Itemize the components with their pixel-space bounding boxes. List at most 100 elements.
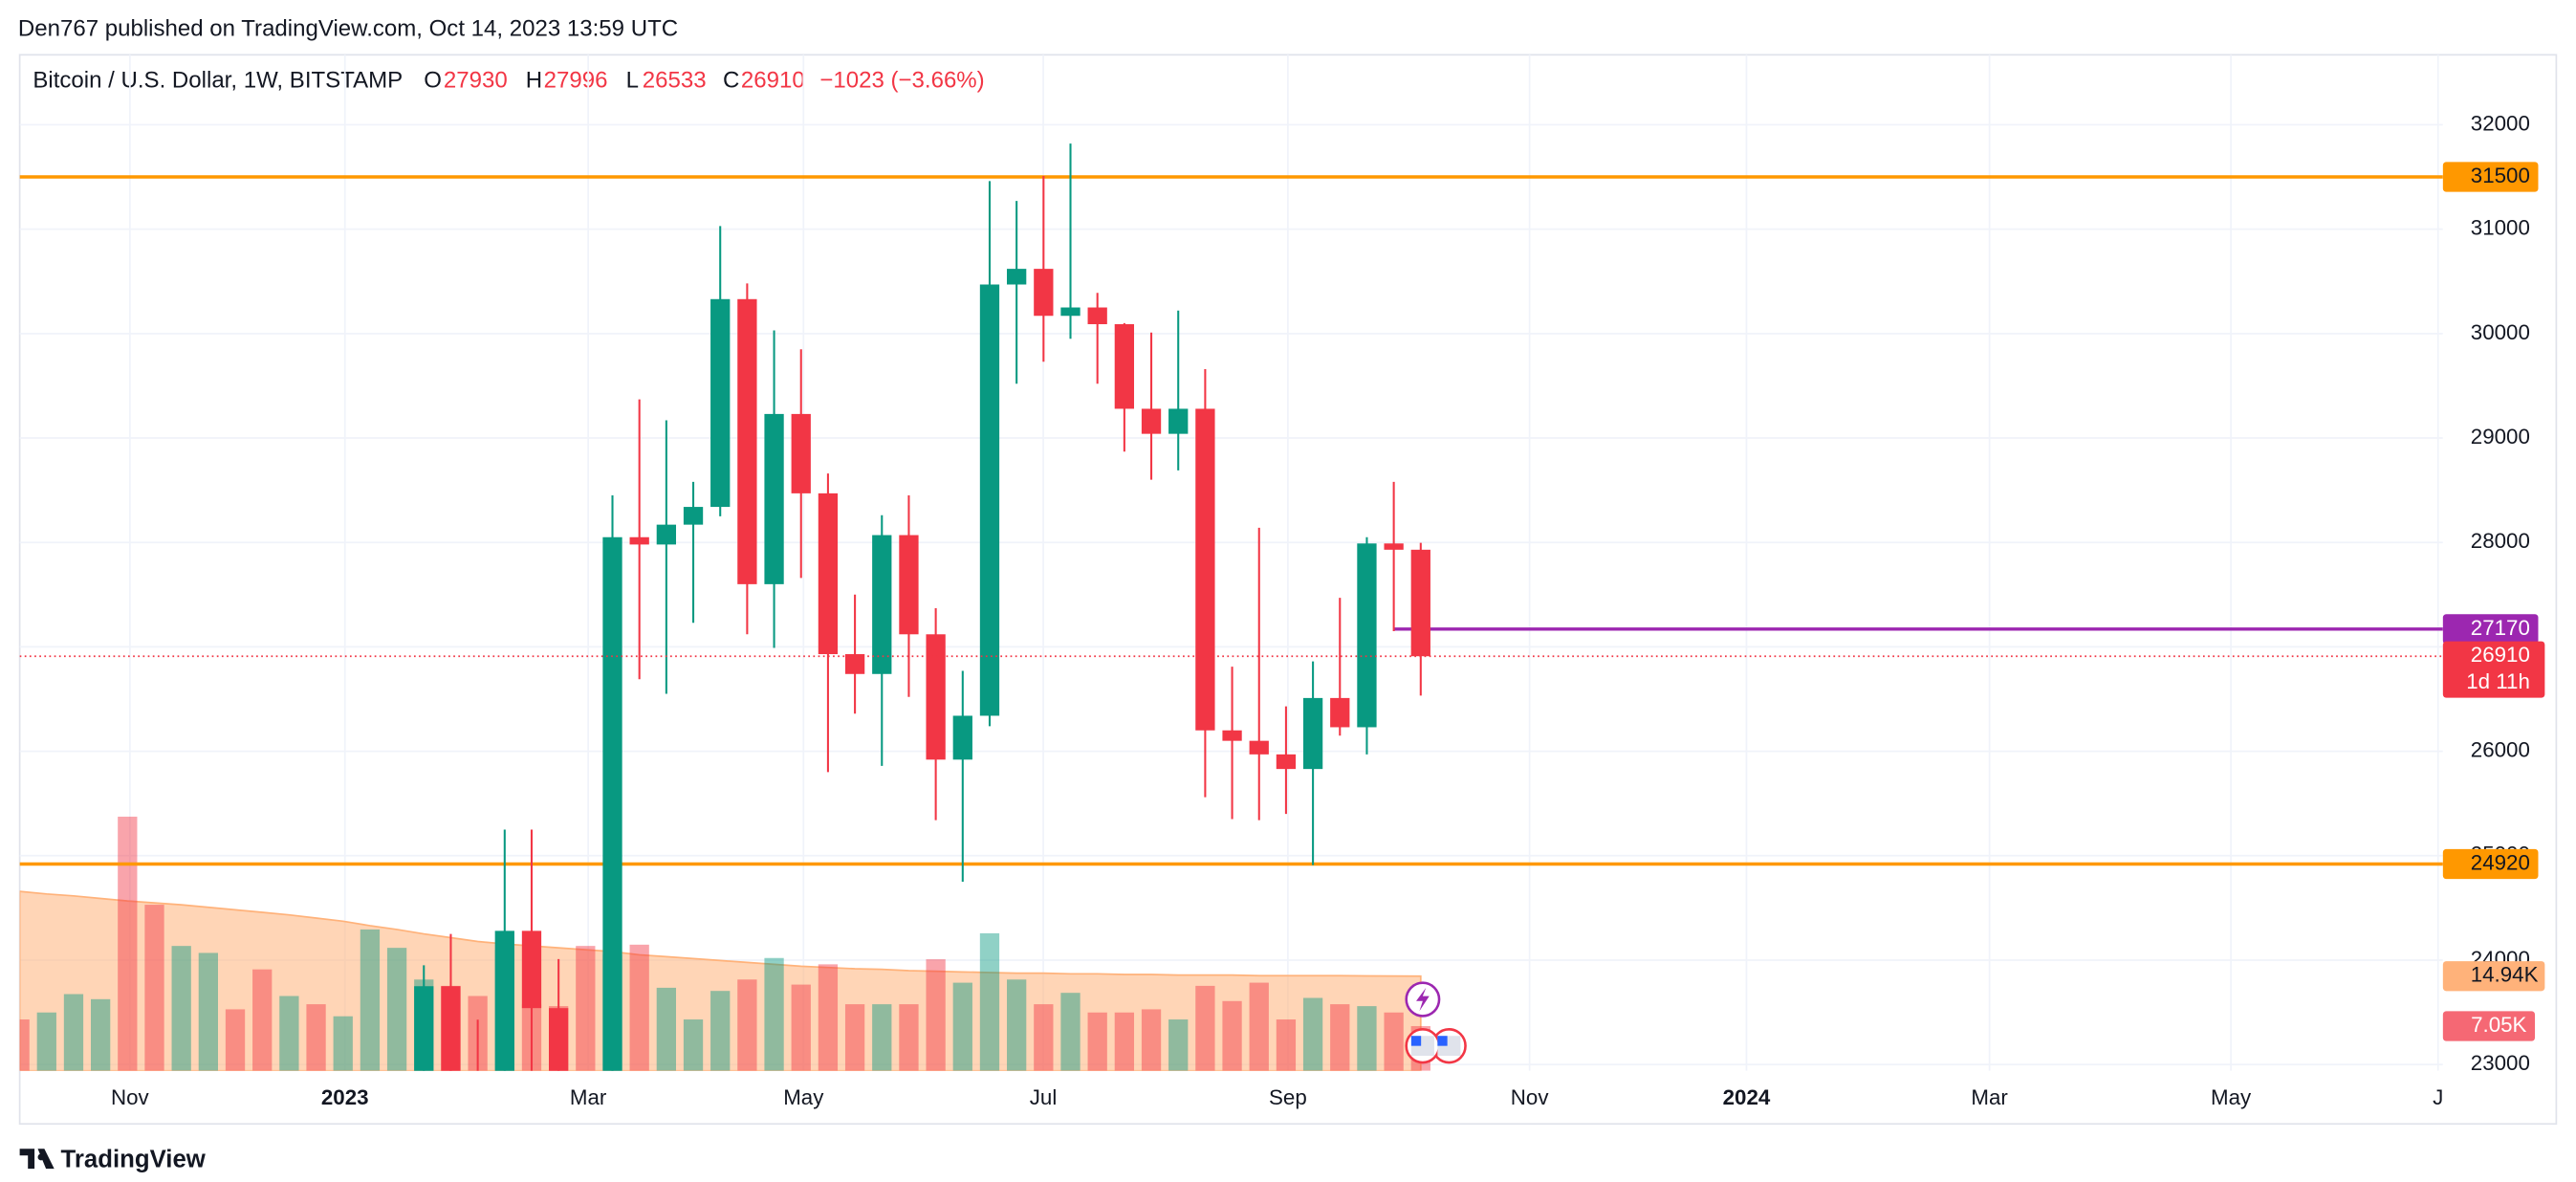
volume-bar <box>333 1016 353 1071</box>
candle-body <box>1007 269 1027 285</box>
candle-body <box>629 536 649 545</box>
volume-bar <box>1276 1019 1297 1071</box>
candle-body <box>1114 323 1135 409</box>
volume-bar <box>1249 982 1269 1071</box>
volume-bar <box>576 946 596 1071</box>
volume-bar <box>1141 1009 1162 1071</box>
x-tick-label: Nov <box>1511 1085 1549 1109</box>
volume-ma-area <box>19 890 1422 1071</box>
level-label-box <box>2442 162 2539 192</box>
volume-bar <box>63 994 84 1071</box>
candle-body <box>494 930 514 1071</box>
volume-bar <box>1007 979 1027 1071</box>
plot-area <box>19 55 2443 1071</box>
flag-canton <box>1437 1036 1448 1046</box>
volume-bar <box>198 952 218 1071</box>
volume-bar <box>1357 1006 1377 1071</box>
level-label: 27170 <box>2471 616 2530 640</box>
level-label: 31500 <box>2471 164 2530 187</box>
ohlc-key: C <box>723 67 739 93</box>
volume-bar <box>629 944 649 1071</box>
lightning-icon <box>1416 987 1430 1012</box>
candle-body <box>414 986 434 1071</box>
level-label: 24920 <box>2471 850 2530 874</box>
volume-bar <box>118 816 138 1071</box>
price-label-box <box>2442 641 2545 698</box>
volume-bar <box>1087 1012 1107 1071</box>
candle-body <box>602 536 622 1071</box>
volume-bar <box>952 982 972 1071</box>
volume-bar <box>683 1019 704 1071</box>
volume-bar <box>656 987 677 1071</box>
ohlc-key: L <box>626 67 639 93</box>
candle-body <box>441 986 461 1071</box>
candle-body <box>1034 269 1054 317</box>
volume-bar <box>1302 997 1323 1071</box>
change-value: −1023 (−3.66%) <box>819 67 984 93</box>
ohlc-key: O <box>424 67 442 93</box>
x-tick-label: Mar <box>570 1085 607 1109</box>
candle-body <box>1276 754 1297 770</box>
candle-body <box>1410 549 1430 657</box>
volume-bar <box>979 932 1000 1071</box>
candle-body <box>1087 307 1107 324</box>
volume-bar <box>737 979 757 1071</box>
candle-body <box>710 298 731 508</box>
volume-label-box <box>2442 1011 2536 1041</box>
volume-bar <box>1384 1012 1404 1071</box>
volume-bar <box>710 991 731 1071</box>
volume-bar <box>844 1004 865 1071</box>
candle-body <box>926 634 946 760</box>
countdown-label: 1d 11h <box>2466 669 2530 693</box>
x-tick-label: Mar <box>1971 1085 2008 1109</box>
candle-body <box>818 492 839 655</box>
x-tick-label: 2024 <box>1723 1085 1771 1109</box>
volume-bar <box>360 929 381 1071</box>
ohlc-key: H <box>526 67 542 93</box>
brand-name: TradingView <box>61 1146 207 1172</box>
candle-body <box>1141 408 1162 434</box>
volume-bar <box>1330 1004 1350 1071</box>
volume-bar <box>899 1004 919 1071</box>
flag-canton <box>1410 1036 1422 1046</box>
candle-body <box>764 413 784 584</box>
candle-body <box>872 535 892 674</box>
logo-dot <box>37 1153 45 1161</box>
logo: TradingView <box>19 1146 207 1172</box>
x-tick-label: May <box>2211 1085 2252 1109</box>
volume-bar <box>171 946 191 1071</box>
candle-body <box>1222 730 1242 741</box>
volume-bar <box>1114 1012 1135 1071</box>
ohlc-value: 26910 <box>741 67 805 93</box>
volume-bar <box>872 1004 892 1071</box>
volume-bar <box>306 1004 326 1071</box>
y-tick-label: 30000 <box>2471 320 2530 344</box>
y-tick-label: 26000 <box>2471 737 2530 761</box>
volume-bar <box>225 1009 246 1071</box>
x-tick-label: 2023 <box>321 1085 369 1109</box>
x-tick-label: Jul <box>1030 1085 1058 1109</box>
x-tick-label: Sep <box>1269 1085 1307 1109</box>
level-label-box <box>2442 614 2539 645</box>
volume-bar <box>386 948 407 1071</box>
y-tick-label: 29000 <box>2471 425 2530 449</box>
volume-bar <box>926 959 946 1071</box>
candle-body <box>899 535 919 635</box>
price-label: 26910 <box>2471 643 2530 667</box>
volume-ma-label-box <box>2442 961 2545 992</box>
axes: Nov 2023 Mar May Jul Sep Nov 2024 Mar May J 23000 24… <box>111 111 2545 1109</box>
candle-body <box>1357 543 1377 728</box>
event-icons <box>1405 981 1467 1064</box>
ohlc-value: 26533 <box>643 67 707 93</box>
volume-label: 7.05K <box>2471 1013 2526 1037</box>
volume-bar <box>791 984 811 1071</box>
publish-info: Den767 published on TradingView.com, Oct… <box>18 16 678 42</box>
volume-bar <box>279 996 299 1071</box>
candle-body <box>1249 740 1269 755</box>
y-tick-label: 31000 <box>2471 215 2530 239</box>
candle-body <box>549 1008 569 1071</box>
candle-body <box>1060 307 1081 317</box>
candle-body <box>737 298 757 584</box>
volume-bar <box>818 964 839 1071</box>
